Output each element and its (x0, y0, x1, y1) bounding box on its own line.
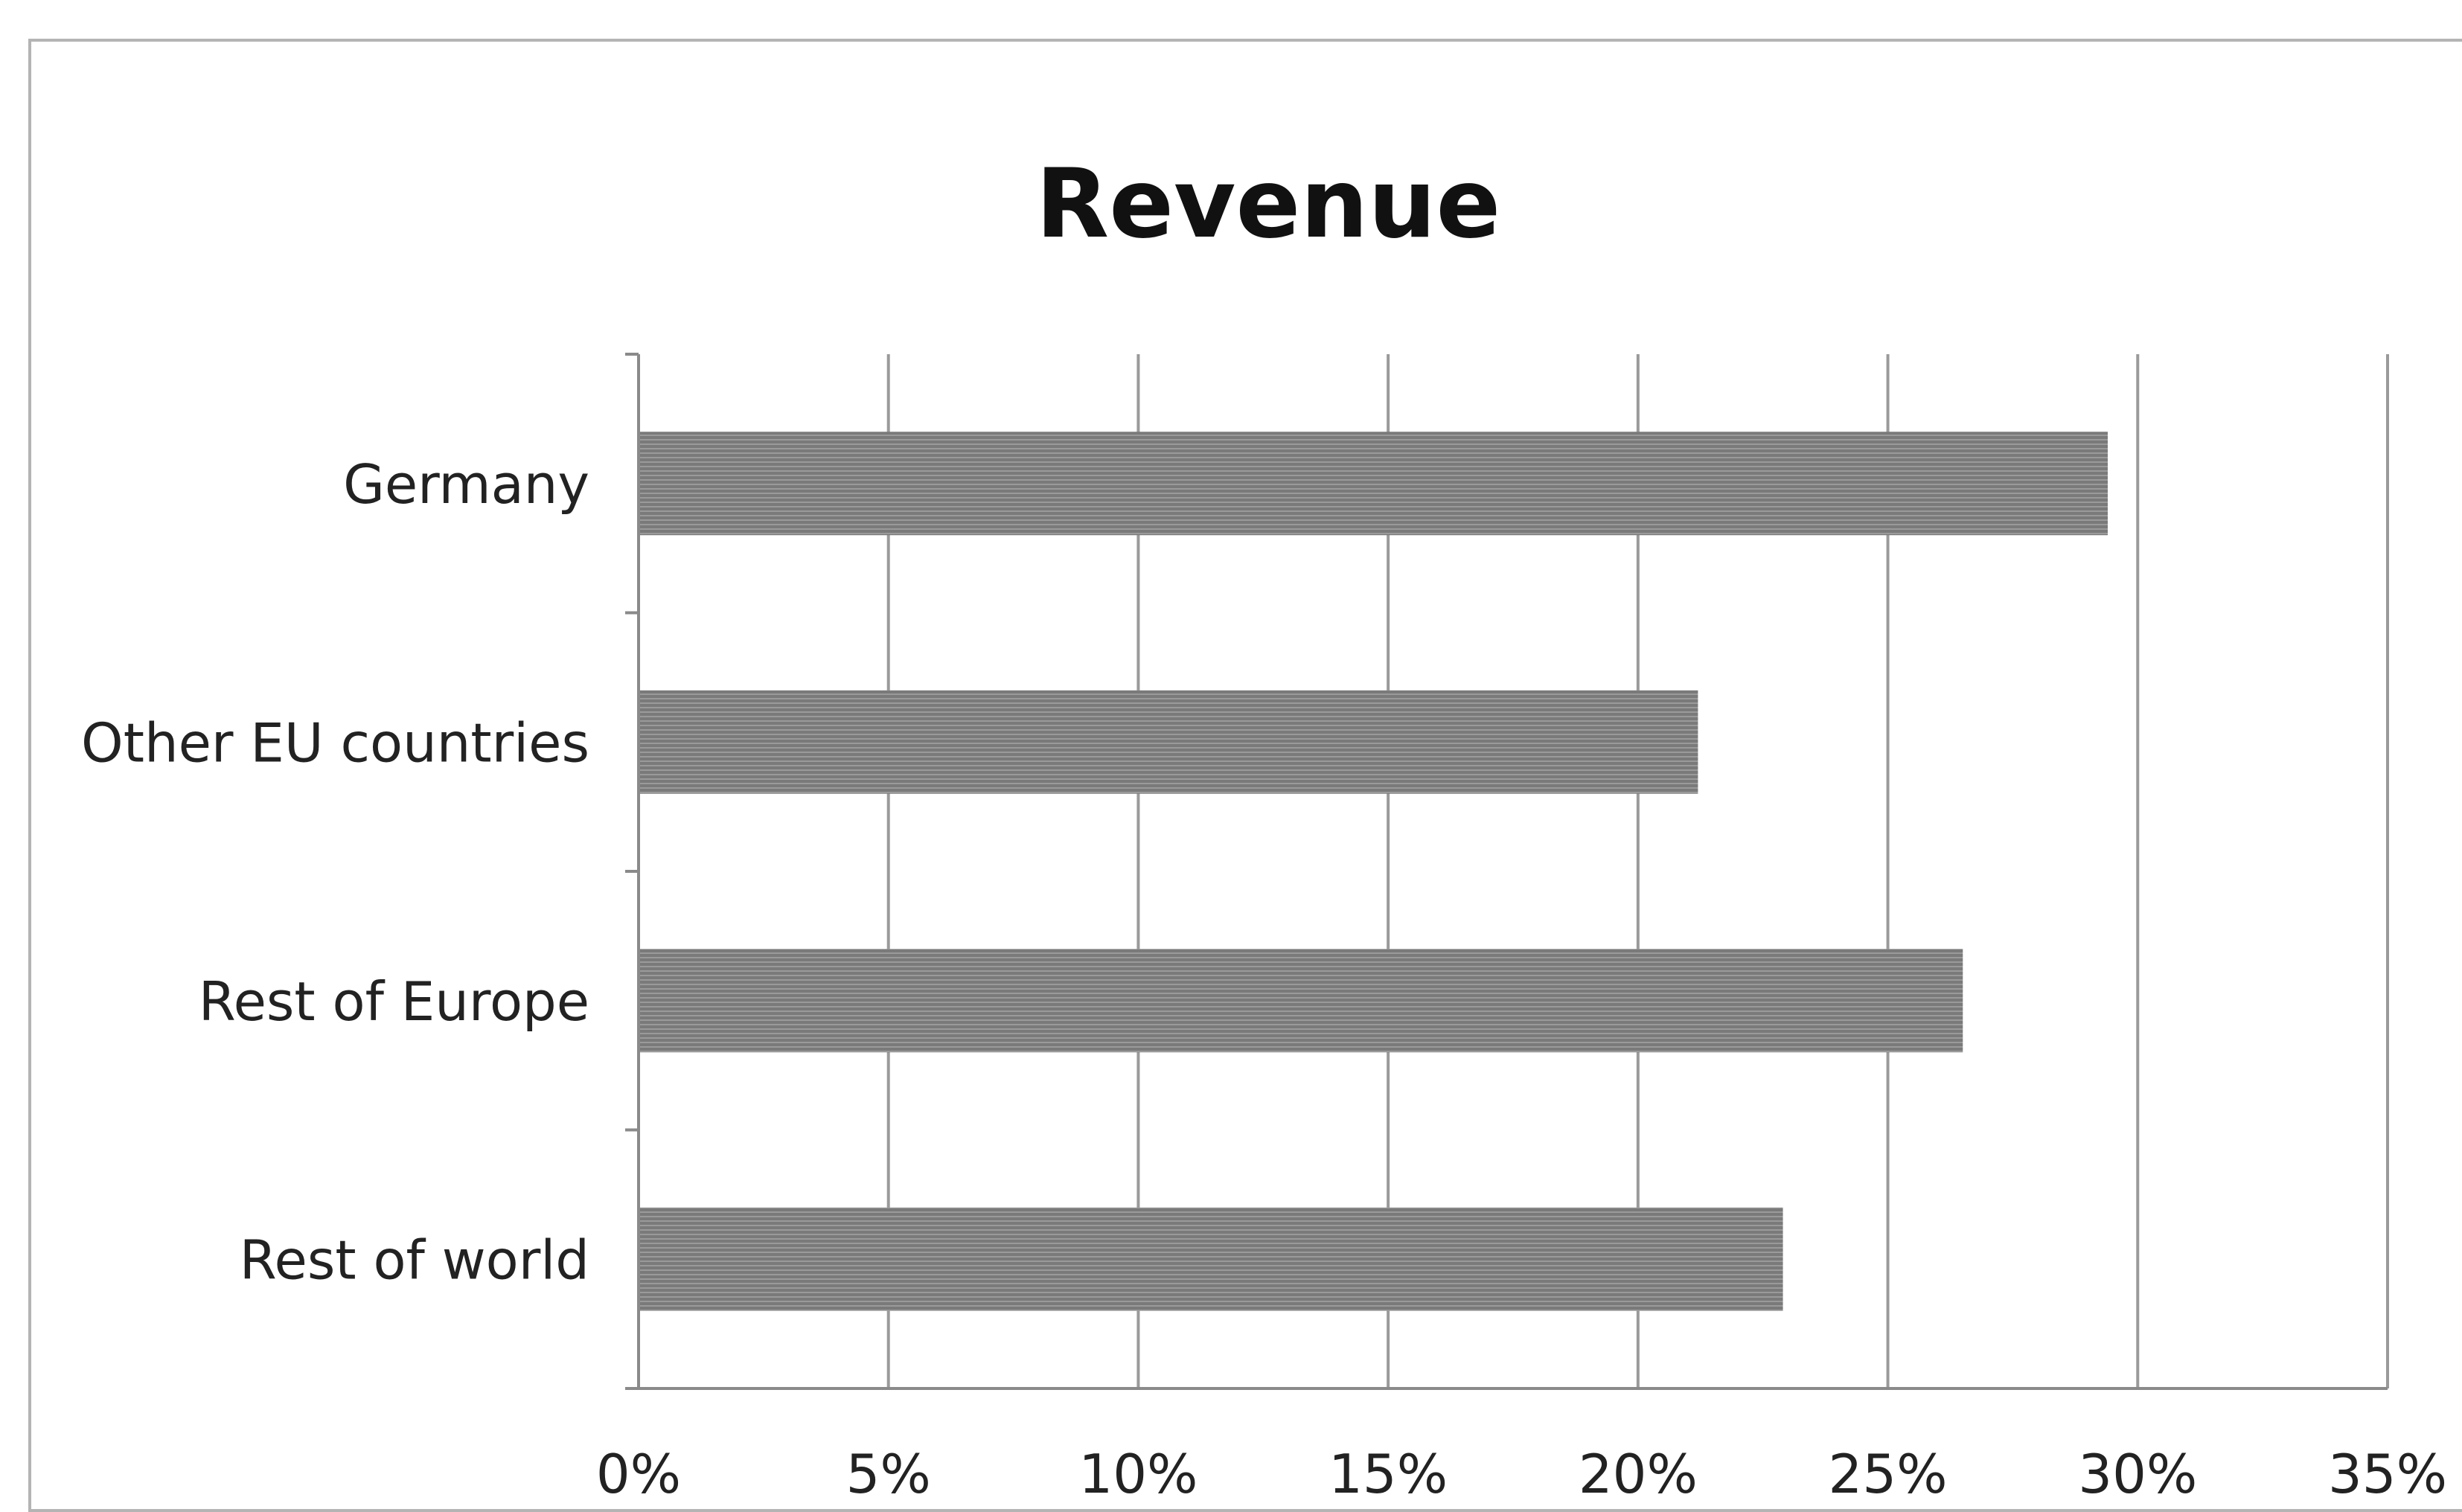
bar (639, 690, 1698, 794)
bar (639, 432, 2108, 536)
chart-container: Revenue Germany Other EU countries Rest of… (28, 39, 2462, 1512)
x-tick-label: 20% (1579, 1443, 1698, 1505)
category-labels: Germany Other EU countries Rest of Europe R… (81, 453, 589, 1292)
x-tick-label: 30% (2078, 1443, 2197, 1505)
x-tick-label: 10% (1078, 1443, 1198, 1505)
x-tick-label: 25% (1829, 1443, 1948, 1505)
category-label: Germany (343, 453, 589, 516)
category-label: Rest of world (240, 1228, 589, 1291)
x-tick-label: 0% (596, 1443, 681, 1505)
bars (639, 432, 2108, 1311)
x-tick-label: 35% (2328, 1443, 2447, 1505)
x-tick-label: 5% (846, 1443, 931, 1505)
bar (639, 949, 1963, 1053)
axes (625, 353, 2388, 1390)
tick-labels: 0% 5% 10% 15% 20% 25% 30% 35% (596, 1443, 2447, 1505)
x-tick-label: 15% (1328, 1443, 1448, 1505)
bar-chart: Revenue Germany Other EU countries Rest of… (81, 149, 2447, 1505)
category-label: Rest of Europe (199, 970, 589, 1033)
chart-title: Revenue (1036, 149, 1501, 260)
category-label: Other EU countries (81, 711, 589, 774)
bar (639, 1207, 1783, 1311)
